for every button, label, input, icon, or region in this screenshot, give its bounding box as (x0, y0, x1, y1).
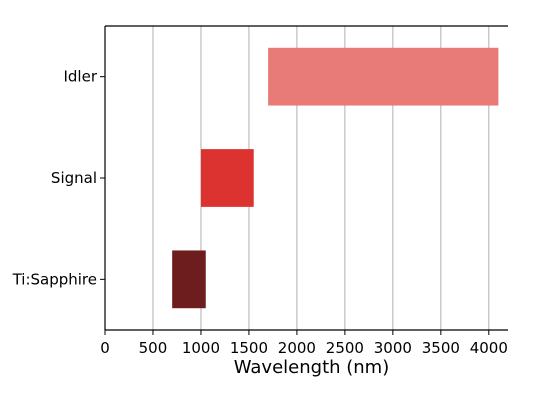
range-bar-ti-sapphire (172, 250, 206, 309)
y-category-label: Idler (63, 68, 97, 86)
x-tick-label: 2000 (278, 339, 316, 357)
x-tick-label: 4000 (470, 339, 508, 357)
range-bar-idler (268, 47, 499, 106)
x-tick-label: 0 (100, 339, 110, 357)
x-tick-label: 500 (139, 339, 168, 357)
x-tick-label: 1500 (230, 339, 268, 357)
x-axis-title: Wavelength (nm) (234, 357, 390, 378)
y-category-label: Signal (51, 169, 97, 187)
axis-layer: 0 500 1000 1500 2000 2500 3000 3500 4000 Idler Sig… (12, 25, 508, 357)
x-tick-label: 1000 (182, 339, 220, 357)
range-bar-signal (200, 149, 254, 207)
x-tick-label: 3000 (374, 339, 412, 357)
y-category-label: Ti:Sapphire (12, 270, 97, 288)
x-tick-label: 3500 (422, 339, 460, 357)
bar-layer (172, 47, 499, 309)
x-tick-label: 2500 (326, 339, 364, 357)
